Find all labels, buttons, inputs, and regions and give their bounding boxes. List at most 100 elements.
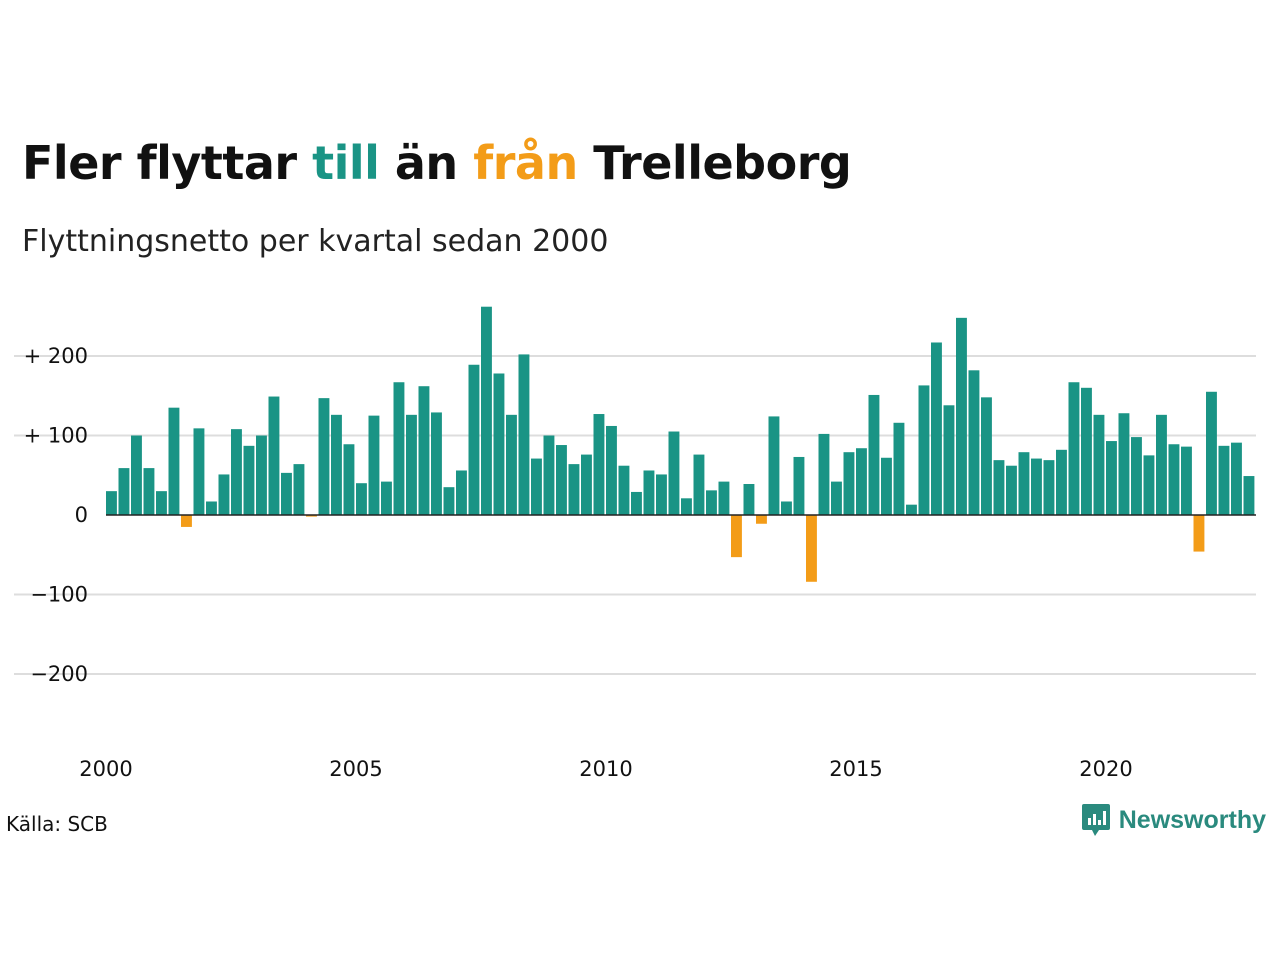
bar — [206, 501, 217, 516]
bar — [1068, 382, 1080, 516]
bar — [1018, 452, 1030, 515]
bar — [256, 435, 267, 515]
bar — [781, 501, 792, 516]
bar — [968, 370, 980, 515]
bar — [1031, 458, 1042, 516]
bar — [1131, 437, 1142, 515]
chart-title: Fler flyttar till än från Trelleborg — [22, 133, 852, 193]
bar — [193, 428, 205, 516]
bar — [231, 429, 242, 515]
bar — [181, 515, 192, 527]
title-part-1: Fler flyttar — [22, 136, 313, 190]
bar — [718, 481, 730, 515]
x-tick-label: 2000 — [79, 757, 132, 781]
bar — [693, 454, 705, 515]
bar — [1218, 445, 1230, 515]
bar — [1056, 449, 1067, 515]
bar — [481, 306, 492, 515]
y-tick-label: −100 — [30, 583, 88, 607]
bar — [156, 491, 167, 515]
source-note: Källa: SCB — [6, 812, 108, 836]
x-tick-label: 2015 — [829, 757, 882, 781]
bar — [381, 481, 392, 515]
bar — [831, 481, 842, 515]
x-tick-label: 2005 — [329, 757, 382, 781]
bar — [618, 465, 630, 515]
bar — [343, 444, 355, 516]
x-tick-label: 2010 — [579, 757, 632, 781]
grid-lines — [14, 355, 1256, 675]
bar — [843, 452, 855, 515]
x-tick-label: 2020 — [1079, 757, 1132, 781]
bar — [1106, 441, 1117, 515]
bar — [1143, 455, 1155, 516]
bar — [856, 448, 867, 515]
bar — [1156, 414, 1167, 515]
y-tick-label: 0 — [75, 503, 88, 527]
bar — [356, 483, 367, 515]
bar — [881, 457, 892, 515]
bar — [706, 490, 717, 515]
bar — [893, 422, 905, 515]
bar — [943, 405, 955, 515]
bar — [1206, 391, 1217, 515]
bar — [1231, 442, 1242, 515]
newsworthy-logo-icon — [1081, 804, 1110, 836]
bar — [393, 382, 405, 516]
bar — [418, 386, 430, 515]
bar — [631, 491, 642, 515]
bar — [168, 407, 180, 516]
y-tick-label: −200 — [30, 662, 88, 686]
bar — [143, 468, 155, 516]
bar — [993, 460, 1005, 515]
bar — [956, 317, 967, 515]
bar — [1043, 460, 1055, 515]
bar — [1181, 446, 1192, 515]
bars — [106, 306, 1255, 582]
bar — [1006, 465, 1017, 515]
y-tick-label: + 100 — [24, 424, 88, 448]
bar — [868, 394, 880, 515]
bar — [118, 468, 130, 516]
brand-logo: Newsworthy — [1081, 802, 1266, 838]
bar — [243, 445, 255, 515]
bar — [506, 414, 517, 515]
bar — [793, 456, 805, 515]
y-tick-labels: + 200 + 100 0 −100 −200 — [24, 344, 88, 686]
bar — [581, 454, 592, 515]
chart-subtitle: Flyttningsnetto per kvartal sedan 2000 — [22, 224, 609, 259]
title-part-2: än — [379, 136, 474, 190]
bar — [493, 373, 505, 515]
bar — [1243, 476, 1255, 516]
bar — [918, 385, 930, 515]
bar — [543, 435, 555, 515]
bar — [606, 425, 617, 515]
bar-chart: + 200 + 100 0 −100 −200 2000 2005 2010 2015 2020 — [14, 306, 1256, 781]
bar — [681, 498, 692, 516]
bar — [743, 484, 755, 516]
bar — [643, 470, 655, 515]
bar — [293, 464, 305, 515]
bar — [593, 414, 605, 515]
bar — [731, 515, 742, 558]
bar — [768, 416, 780, 515]
bar — [518, 354, 530, 515]
brand-name: Newsworthy — [1118, 805, 1266, 834]
bar — [931, 342, 942, 516]
title-fran: från — [473, 136, 578, 190]
y-tick-label: + 200 — [24, 344, 88, 368]
title-till: till — [312, 136, 380, 190]
bar — [568, 464, 580, 515]
bar — [443, 487, 455, 516]
bar — [218, 474, 230, 515]
bar — [981, 397, 992, 515]
bar — [1093, 414, 1105, 515]
bar — [281, 472, 292, 516]
bar — [906, 504, 917, 516]
bar — [1168, 444, 1180, 516]
bar — [656, 474, 667, 515]
bar — [1193, 515, 1205, 552]
bar — [806, 515, 817, 582]
bar — [431, 412, 442, 515]
bar — [468, 364, 480, 515]
